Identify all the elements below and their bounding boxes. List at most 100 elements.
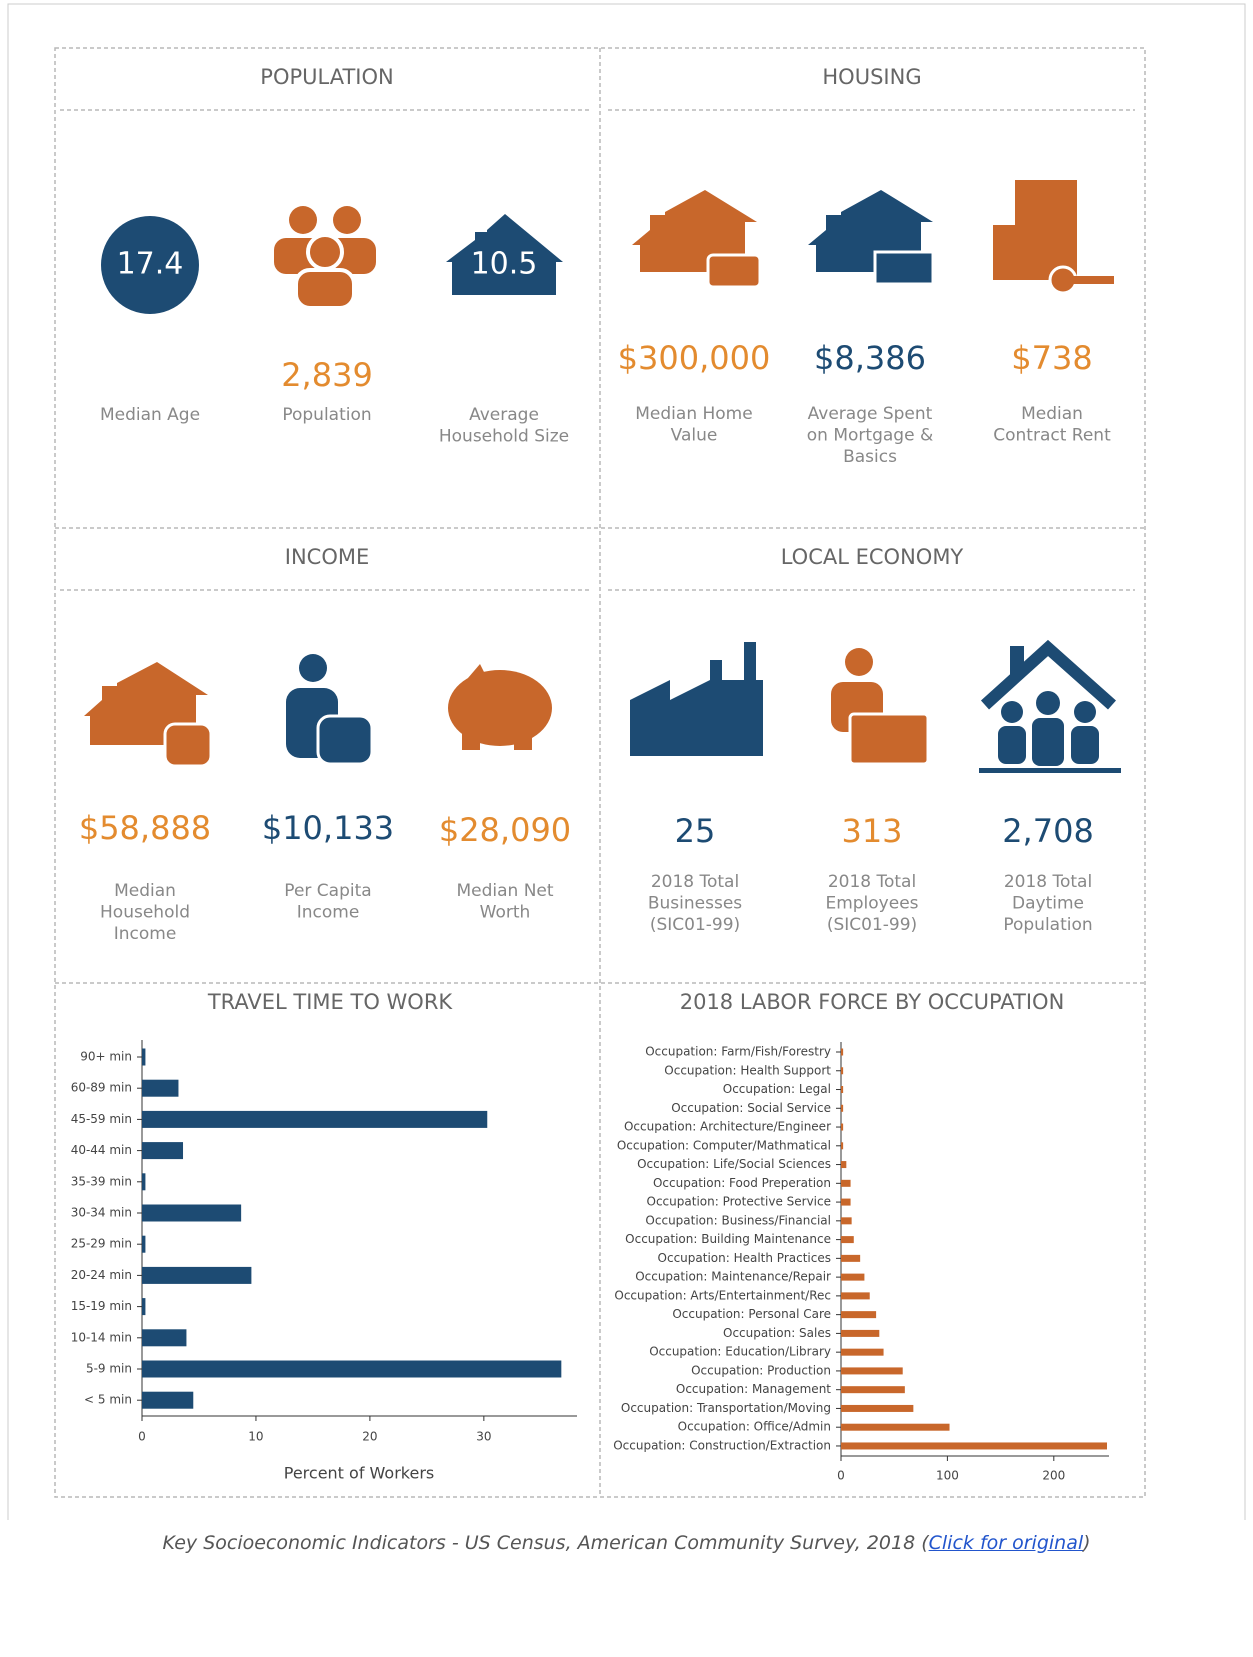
stat-value: 2,839	[281, 356, 373, 394]
bar	[841, 1217, 852, 1225]
bar	[142, 1235, 146, 1253]
bar	[142, 1360, 562, 1378]
stat-label: Employees	[825, 894, 918, 914]
y-tick-label: Occupation: Personal Care	[672, 1307, 831, 1321]
per-capita-icon	[286, 654, 374, 766]
stat-label: (SIC01-99)	[827, 915, 917, 935]
section-title: POPULATION	[260, 65, 393, 89]
y-tick-label: Occupation: Food Preperation	[653, 1176, 831, 1190]
y-tick-label: < 5 min	[84, 1393, 132, 1407]
bar	[841, 1254, 861, 1262]
x-tick-label: 10	[248, 1430, 263, 1444]
icons	[84, 180, 1121, 773]
grid-border	[54, 47, 1146, 1498]
stat-label: 2018 Total	[651, 872, 739, 892]
stat-label: Basics	[843, 447, 897, 467]
y-tick-label: Occupation: Production	[691, 1363, 831, 1377]
bar	[142, 1142, 184, 1160]
caption-end: )	[1083, 1532, 1091, 1554]
y-tick-label: Occupation: Farm/Fish/Forestry	[645, 1045, 831, 1059]
caption: Key Socioeconomic Indicators - US Census…	[0, 1532, 1253, 1554]
daytime-icon	[979, 639, 1121, 773]
bar	[142, 1391, 194, 1409]
y-tick-label: Occupation: Architecture/Engineer	[624, 1120, 831, 1134]
stat-label: Population	[1003, 915, 1092, 935]
y-tick-label: 60-89 min	[71, 1081, 132, 1095]
bar	[841, 1104, 844, 1112]
bar	[142, 1079, 179, 1097]
bar	[142, 1110, 488, 1128]
original-link[interactable]: Click for original	[928, 1532, 1084, 1554]
stat-label: Income	[297, 903, 360, 923]
bar	[841, 1442, 1107, 1450]
stat-value: 2,708	[1002, 812, 1094, 850]
stat-value: $8,386	[814, 339, 926, 377]
bar	[841, 1236, 854, 1244]
piggy-bank-icon	[448, 664, 552, 750]
stat-label: 2018 Total	[1004, 872, 1092, 892]
x-tick-label: 0	[138, 1430, 146, 1444]
x-tick-label: 200	[1042, 1469, 1065, 1483]
section-title: HOUSING	[822, 65, 921, 89]
x-axis-label: Percent of Workers	[284, 1464, 435, 1483]
bar	[841, 1086, 844, 1094]
y-tick-label: 35-39 min	[71, 1174, 132, 1188]
stat-label: Value	[671, 426, 718, 446]
bar	[841, 1067, 844, 1075]
stat-value: 25	[675, 812, 716, 850]
y-tick-label: Occupation: Business/Financial	[645, 1213, 831, 1227]
factory-icon	[630, 642, 763, 756]
y-tick-label: Occupation: Transportation/Moving	[621, 1401, 831, 1415]
stat-value: $300,000	[618, 339, 771, 377]
y-tick-label: 30-34 min	[71, 1206, 132, 1220]
y-tick-label: 20-24 min	[71, 1268, 132, 1282]
section-title: INCOME	[285, 545, 369, 569]
y-tick-label: 90+ min	[80, 1050, 132, 1064]
stat-label: Daytime	[1012, 894, 1084, 914]
home-value-icon	[632, 190, 762, 289]
stat-label: Population	[282, 405, 371, 425]
stat-label: Household	[100, 903, 190, 923]
y-tick-label: Occupation: Protective Service	[647, 1195, 831, 1209]
bar	[841, 1123, 844, 1131]
y-tick-label: Occupation: Health Support	[664, 1063, 831, 1077]
stat-label: Median Home	[635, 404, 752, 424]
rent-icon	[993, 180, 1114, 295]
stat-label: Median Age	[100, 405, 200, 425]
stat-label: Median Net	[456, 881, 553, 901]
house-icon	[446, 214, 563, 295]
y-tick-label: Occupation: Maintenance/Repair	[635, 1270, 831, 1284]
bar	[142, 1298, 146, 1316]
stat-label: Median	[114, 881, 176, 901]
bar	[142, 1329, 187, 1347]
y-tick-label: 25-29 min	[71, 1237, 132, 1251]
y-tick-label: 45-59 min	[71, 1112, 132, 1126]
x-tick-label: 100	[936, 1469, 959, 1483]
bar	[841, 1292, 870, 1300]
mortgage-icon	[808, 190, 935, 286]
stat-value: 313	[841, 812, 902, 850]
bar	[841, 1348, 884, 1356]
stat-label: Average Spent	[808, 404, 933, 424]
y-tick-label: Occupation: Sales	[723, 1326, 831, 1340]
bar	[841, 1198, 851, 1206]
y-tick-label: 40-44 min	[71, 1143, 132, 1157]
stat-label: 2018 Total	[828, 872, 916, 892]
people-icon	[274, 206, 376, 310]
bar	[841, 1179, 851, 1187]
caption-text: Key Socioeconomic Indicators - US Census…	[162, 1532, 929, 1554]
bar	[841, 1423, 950, 1431]
bar	[841, 1329, 880, 1337]
y-tick-label: Occupation: Arts/Entertainment/Rec	[614, 1288, 831, 1302]
stat-label: on Mortgage &	[807, 426, 933, 446]
bar	[841, 1161, 847, 1169]
section-title: LOCAL ECONOMY	[781, 545, 964, 569]
y-tick-label: 15-19 min	[71, 1299, 132, 1313]
x-tick-label: 30	[476, 1430, 491, 1444]
x-tick-label: 0	[837, 1469, 845, 1483]
infographic: POPULATION 17.4 Median Age 2,839 Population 1…	[7, 3, 1246, 1520]
stat-label: Income	[114, 924, 177, 944]
stat-label: Per Capita	[284, 881, 371, 901]
y-tick-label: 5-9 min	[86, 1362, 132, 1376]
